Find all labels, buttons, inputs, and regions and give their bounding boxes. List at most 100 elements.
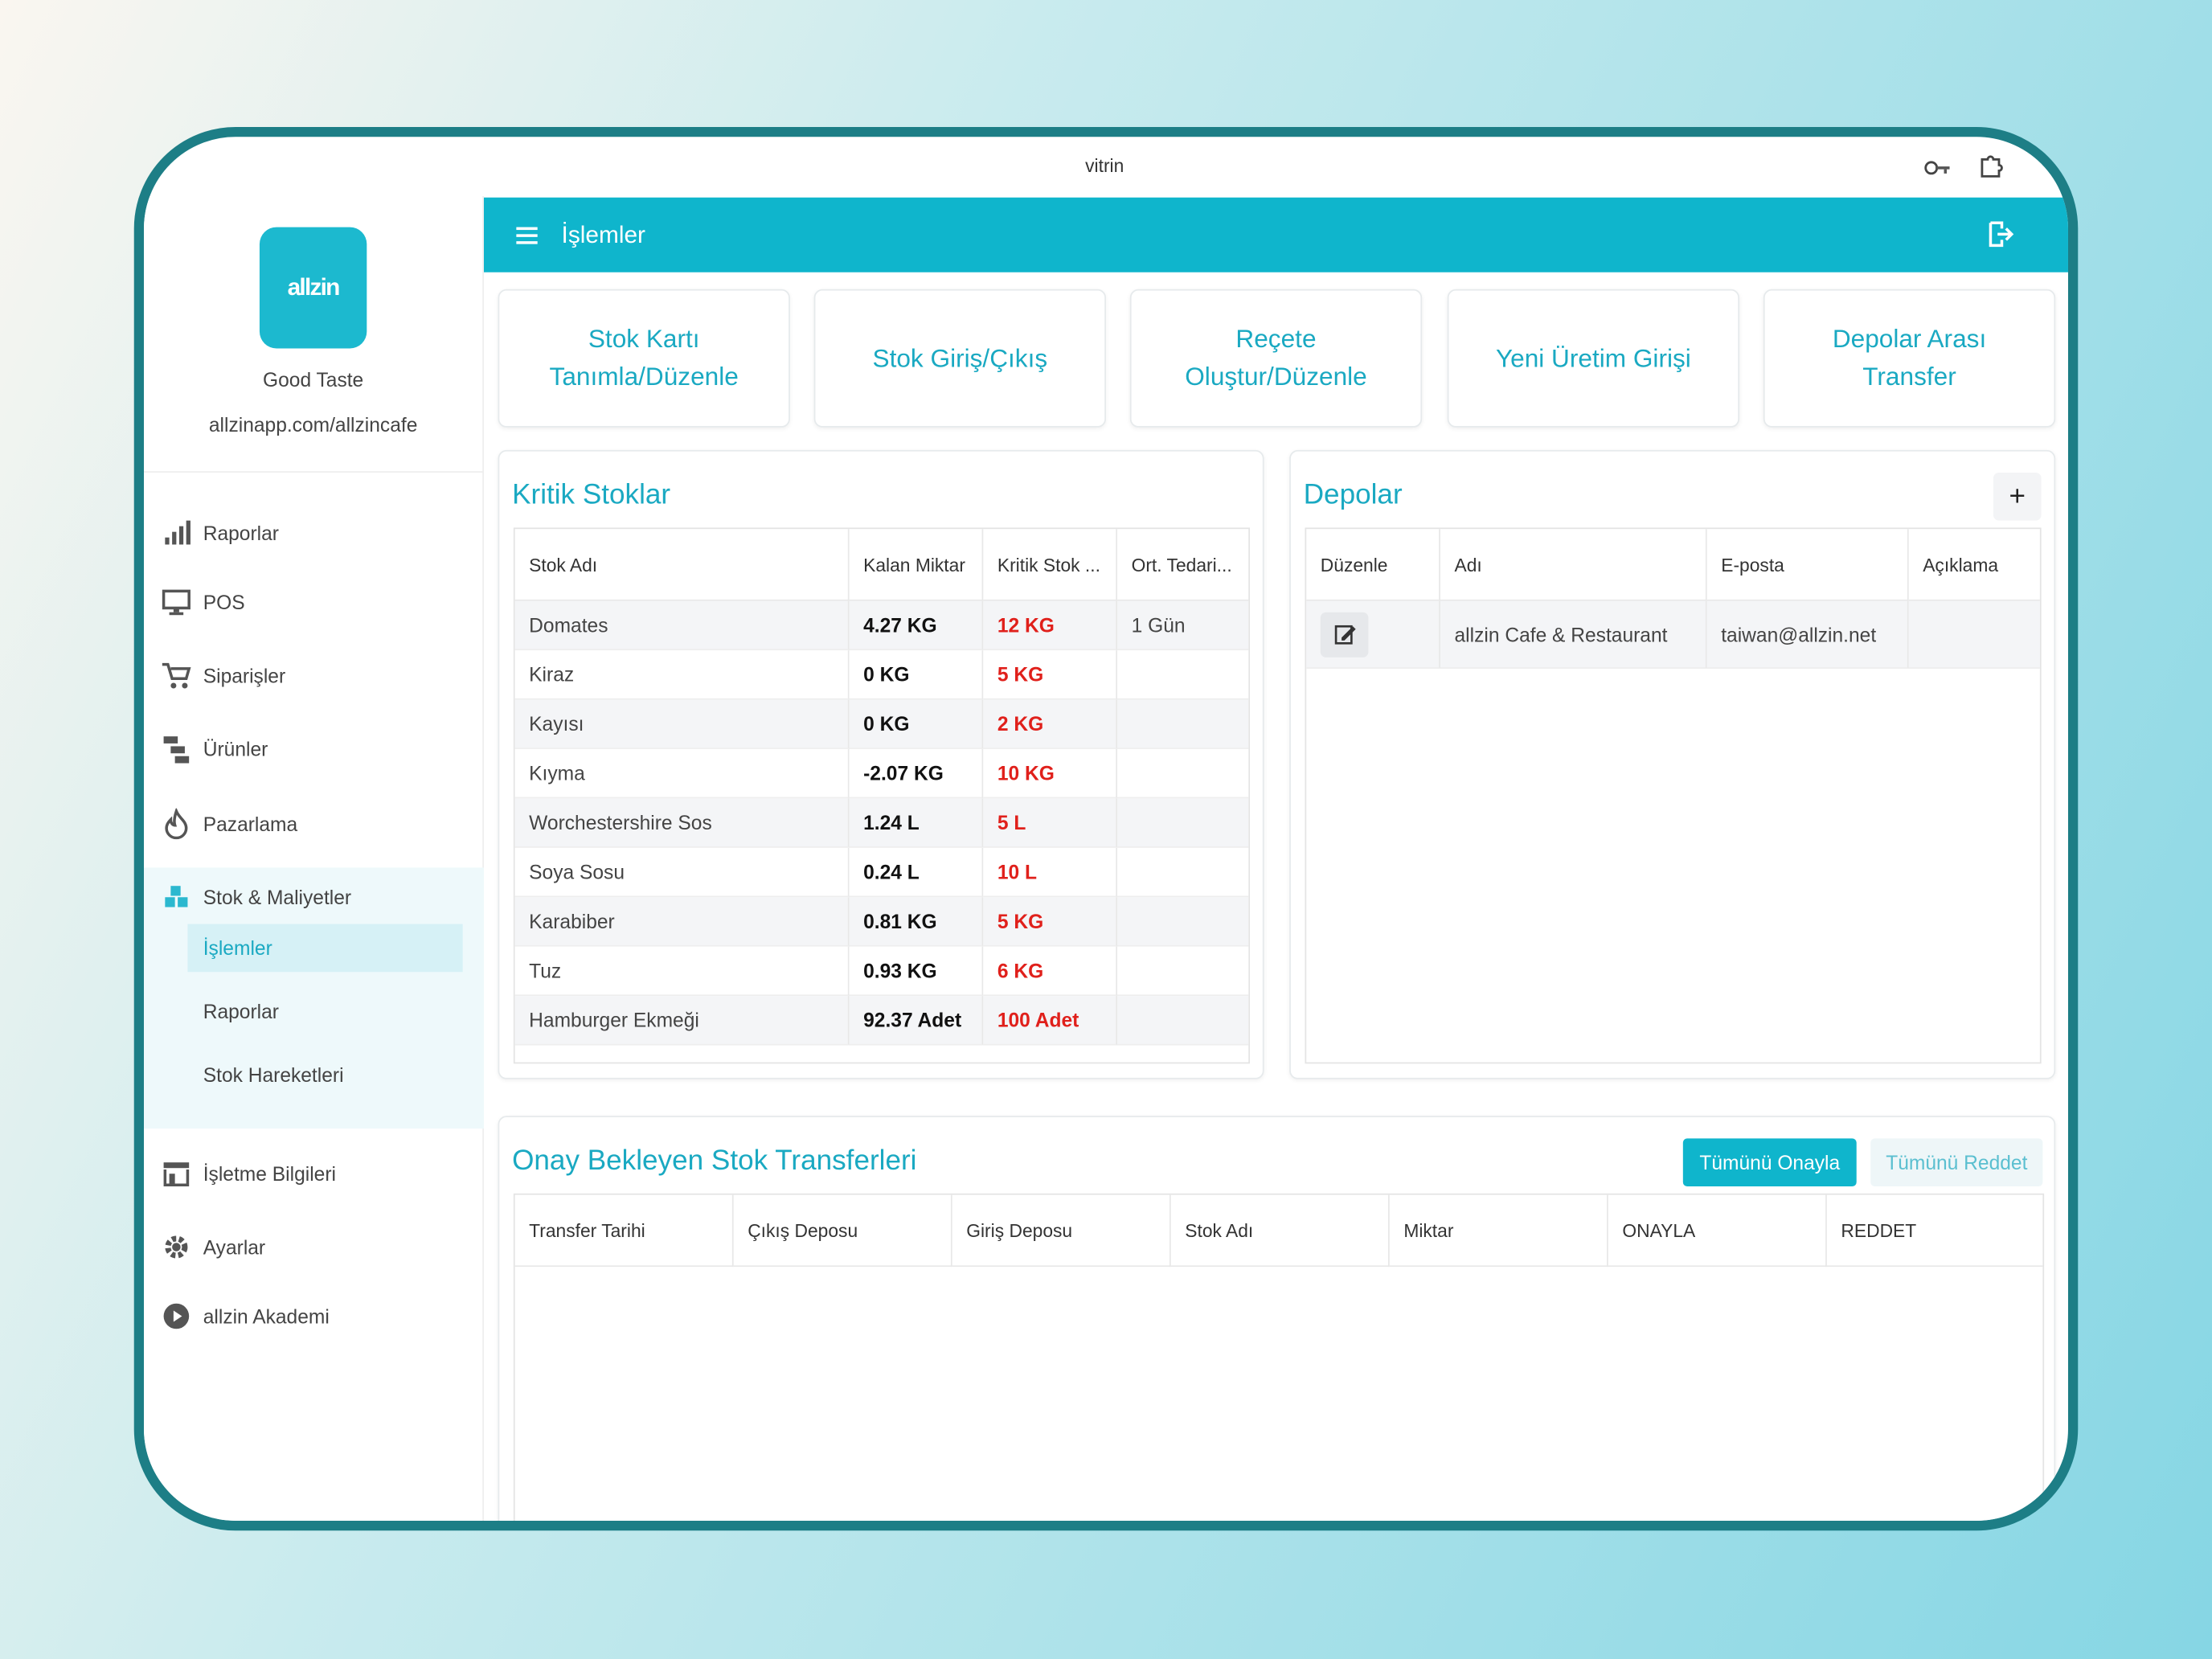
- table-cell: 12 KG: [983, 600, 1118, 651]
- table-cell: Kiraz: [514, 650, 850, 700]
- table-cell: 1 Gün: [1117, 600, 1249, 651]
- menu-icon-svg: [165, 520, 190, 545]
- table-header-cell[interactable]: Kalan Miktar: [849, 529, 984, 601]
- table-header-cell[interactable]: E-posta: [1706, 529, 1909, 601]
- submenu-item[interactable]: Stok Hareketleri: [203, 1063, 344, 1087]
- table-cell: 0 KG: [849, 699, 984, 749]
- menu-icon-svg: [163, 1303, 190, 1329]
- menu-icon: [161, 734, 192, 765]
- menu-toggle: [512, 220, 543, 252]
- table-header-cell[interactable]: ONAYLA: [1608, 1194, 1827, 1268]
- action-card[interactable]: Depolar Arası Transfer: [1763, 289, 2056, 428]
- pending-transfers-panel: Onay Bekleyen Stok Transferleri Tümünü On…: [498, 1116, 2056, 1521]
- panel-title: Onay Bekleyen Stok Transferleri: [512, 1145, 917, 1177]
- table-header-cell[interactable]: Çıkış Deposu: [733, 1194, 952, 1268]
- action-card[interactable]: Yeni Üretim Girişi: [1447, 289, 1740, 428]
- table-cell: Soya Sosu: [514, 847, 850, 898]
- add-button[interactable]: +: [1993, 472, 2042, 521]
- table-header-cell[interactable]: Stok Adı: [514, 529, 850, 601]
- warehouses-table: Düzenle Adı E-posta Açıklama allzin Cafe & R…: [1305, 527, 2042, 1064]
- action-label: Yeni Üretim Girişi: [1495, 343, 1691, 372]
- action-card[interactable]: Stok Kartı Tanımla/Düzenle: [498, 289, 790, 428]
- table-header-cell[interactable]: Ort. Tedari...: [1117, 529, 1249, 601]
- table-header-cell[interactable]: Giriş Deposu: [952, 1194, 1171, 1268]
- action-label: Stok Giriş/Çıkış: [872, 343, 1048, 372]
- table-cell: [1117, 996, 1249, 1046]
- table-cell: [1117, 847, 1249, 898]
- menu-item[interactable]: Stok & Maliyetler: [203, 886, 352, 909]
- action-card[interactable]: Stok Giriş/Çıkış: [813, 289, 1106, 428]
- menu-icon-svg: [165, 886, 188, 907]
- table-cell: 100 Adet: [983, 996, 1118, 1046]
- sidebar: allzin Good Taste allzinapp.com/allzincafe…: [144, 195, 484, 1521]
- table-cell: allzin Cafe & Restaurant: [1440, 600, 1707, 669]
- table-header-cell[interactable]: Stok Adı: [1170, 1194, 1390, 1268]
- extension-icon-svg: [1981, 155, 2003, 178]
- table-header-cell[interactable]: Miktar: [1389, 1194, 1608, 1268]
- transfers-table: Transfer Tarihi Çıkış Deposu Giriş Deposu S…: [513, 1193, 2045, 1521]
- logo: allzin: [259, 227, 367, 349]
- business-name: Good Taste: [262, 368, 364, 391]
- table-cell: [1908, 600, 2040, 669]
- table-header-cell[interactable]: Düzenle: [1306, 529, 1440, 601]
- table-header-cell[interactable]: Adı: [1440, 529, 1707, 601]
- table-cell: 0 KG: [849, 650, 984, 700]
- table-cell: 92.37 Adet: [849, 996, 984, 1046]
- table-cell: Domates: [514, 600, 850, 651]
- divider: [144, 471, 484, 473]
- edit-button[interactable]: [1320, 612, 1369, 657]
- table-cell: Kayısı: [514, 699, 850, 749]
- menu-item[interactable]: allzin Akademi: [203, 1305, 330, 1328]
- table-cell: [1117, 946, 1249, 997]
- panel-title: Kritik Stoklar: [512, 479, 671, 511]
- table-cell: Karabiber: [514, 897, 850, 947]
- action-card[interactable]: Reçete Oluştur/Düzenle: [1129, 289, 1423, 428]
- table-cell: [1117, 650, 1249, 700]
- key-icon: [1923, 153, 1954, 184]
- menu-item[interactable]: İşletme Bilgileri: [203, 1162, 336, 1186]
- table-cell: 10 L: [983, 847, 1118, 898]
- stock-section-bg: [144, 867, 484, 1129]
- submenu-item[interactable]: İşlemler: [203, 936, 272, 960]
- menu-toggle-svg: [516, 227, 538, 244]
- action-label: Stok Kartı Tanımla/Düzenle: [549, 324, 739, 391]
- table-cell: [1117, 798, 1249, 848]
- critical-stocks-panel: Kritik Stoklar Stok Adı Kalan Miktar Kritik…: [498, 449, 1264, 1079]
- table-header-cell[interactable]: Transfer Tarihi: [514, 1194, 734, 1268]
- reject-all-button[interactable]: Tümünü Reddet: [1870, 1138, 2043, 1187]
- submenu-active-bg: [187, 924, 463, 973]
- menu-item[interactable]: POS: [203, 591, 245, 614]
- logout-icon-svg: [1989, 221, 2014, 248]
- menu-item[interactable]: Ürünler: [203, 737, 268, 760]
- table-cell: taiwan@allzin.net: [1706, 600, 1909, 669]
- menu-icon-svg: [165, 1235, 188, 1259]
- business-url: allzinapp.com/allzincafe: [208, 413, 418, 436]
- table-cell: -2.07 KG: [849, 748, 984, 799]
- menu-icon: [161, 660, 192, 691]
- menu-item[interactable]: Ayarlar: [203, 1235, 266, 1259]
- table-cell: [1117, 699, 1249, 749]
- menu-icon: [161, 518, 192, 549]
- table-cell: 5 L: [983, 798, 1118, 848]
- table-header-cell[interactable]: Kritik Stok ...: [983, 529, 1118, 601]
- table-header-cell[interactable]: Açıklama: [1908, 529, 2040, 601]
- table-header-cell[interactable]: REDDET: [1826, 1195, 2043, 1268]
- table-cell: Hamburger Ekmeği: [514, 996, 850, 1046]
- menu-icon: [161, 587, 192, 618]
- table-cell: Kıyma: [514, 748, 850, 799]
- submenu-item[interactable]: Raporlar: [203, 1000, 279, 1023]
- menu-item[interactable]: Raporlar: [203, 522, 279, 545]
- logo-text: allzin: [287, 273, 341, 301]
- menu-item[interactable]: Pazarlama: [203, 812, 298, 836]
- table-cell: 0.24 L: [849, 847, 984, 898]
- menu-icon-svg: [162, 589, 190, 616]
- table-cell: 2 KG: [983, 699, 1118, 749]
- menu-icon: [161, 807, 192, 840]
- table-cell: 5 KG: [983, 650, 1118, 700]
- approve-all-button[interactable]: Tümünü Onayla: [1682, 1138, 1857, 1187]
- menu-item[interactable]: Siparişler: [203, 664, 286, 687]
- table-cell: 1.24 L: [849, 798, 984, 848]
- action-label: Depolar Arası Transfer: [1832, 324, 1987, 391]
- header-title: İşlemler: [561, 221, 645, 248]
